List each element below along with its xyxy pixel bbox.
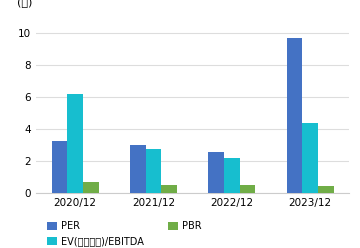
Bar bbox=[145, 149, 161, 193]
Bar bbox=[208, 152, 224, 193]
Bar bbox=[83, 182, 99, 193]
Bar bbox=[302, 123, 318, 193]
Bar bbox=[161, 185, 177, 193]
Bar bbox=[67, 94, 83, 193]
Bar bbox=[130, 145, 145, 193]
Bar bbox=[52, 141, 67, 193]
Bar bbox=[287, 38, 302, 193]
Bar bbox=[318, 186, 334, 193]
Legend: PER, EV(지분조정)/EBITDA, PBR: PER, EV(지분조정)/EBITDA, PBR bbox=[47, 221, 201, 246]
Text: (배): (배) bbox=[17, 0, 33, 7]
Bar bbox=[224, 158, 240, 193]
Bar bbox=[240, 185, 255, 193]
